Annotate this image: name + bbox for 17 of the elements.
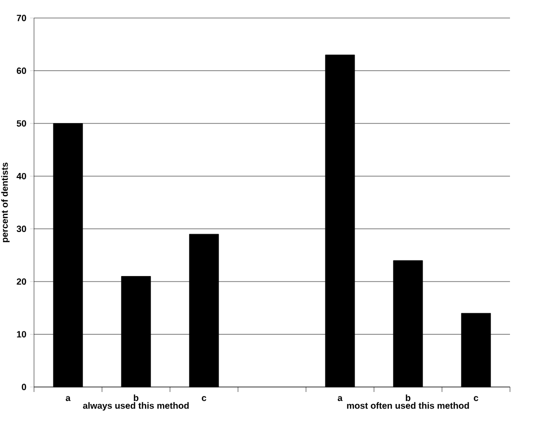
x-tick-label: c (202, 396, 206, 402)
y-tick-label: 20 (16, 278, 26, 285)
y-tick-label: 70 (16, 14, 26, 22)
y-tick-label: 50 (16, 120, 26, 127)
x-tick-label: a (338, 396, 343, 402)
y-tick-label: 60 (16, 68, 26, 74)
x-tick-label: a (66, 396, 71, 402)
y-axis-title: percent of dentists (1, 162, 10, 242)
text: always used this method (83, 402, 189, 411)
y-tick-label: 0 (22, 384, 26, 390)
x-tick-label: c (474, 396, 478, 402)
x-tick-label: b (134, 394, 138, 402)
x-tick-label: b (406, 394, 410, 402)
y-tick-label: 40 (16, 172, 26, 180)
y-tick-label: 10 (17, 331, 26, 338)
text: most often used this method (347, 402, 469, 409)
y-tick-label: 30 (16, 226, 26, 232)
